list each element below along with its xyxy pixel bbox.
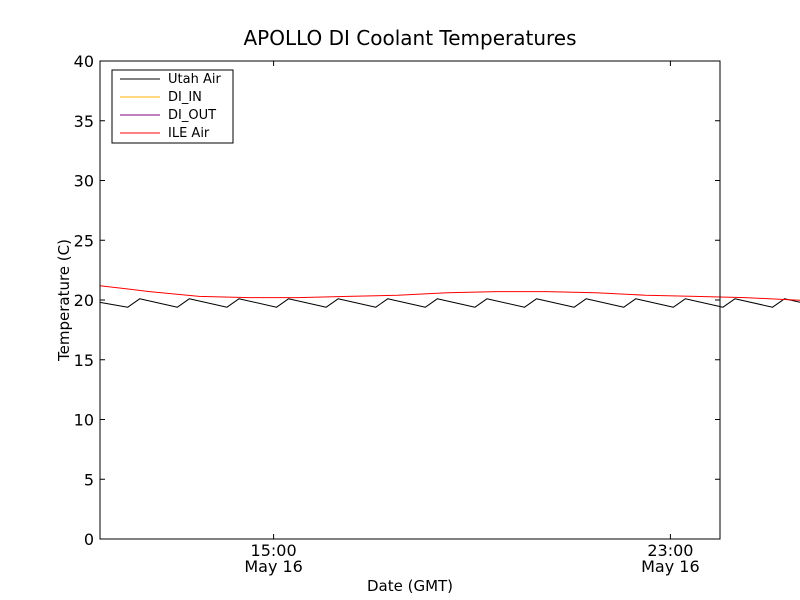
- series-line-utah-air: [99, 298, 800, 308]
- y-tick-label: 5: [84, 470, 94, 489]
- legend-label-di-in: DI_IN: [168, 90, 202, 105]
- y-tick-label: 0: [84, 530, 94, 549]
- legend-label-utah-air: Utah Air: [168, 72, 221, 87]
- y-tick-label: 25: [74, 231, 94, 250]
- series-line-ile-air: [99, 285, 800, 301]
- y-tick-label: 40: [74, 52, 94, 71]
- y-axis-label: Temperature (C): [55, 239, 73, 362]
- y-tick-label: 30: [74, 172, 94, 191]
- x-tick-label-date: May 16: [244, 557, 303, 576]
- x-axis-label: Date (GMT): [367, 577, 453, 595]
- x-tick-label-date: May 16: [641, 557, 700, 576]
- x-tick-label-time: 23:00: [647, 541, 693, 560]
- x-tick-label-time: 15:00: [251, 541, 297, 560]
- legend: Utah Air DI_IN DI_OUT ILE Air: [111, 69, 234, 144]
- plot-lines: [99, 285, 800, 308]
- y-tick-label: 35: [74, 112, 94, 131]
- y-tick-label: 10: [74, 411, 94, 430]
- chart-title: APOLLO DI Coolant Temperatures: [243, 26, 576, 50]
- y-tick-label: 20: [74, 291, 94, 310]
- legend-label-ile-air: ILE Air: [168, 126, 210, 141]
- y-axis: 0 5 10 15 20 25 30 35 40: [74, 52, 720, 549]
- legend-label-di-out: DI_OUT: [168, 108, 216, 123]
- y-tick-label: 15: [74, 351, 94, 370]
- legend-box: [111, 69, 234, 144]
